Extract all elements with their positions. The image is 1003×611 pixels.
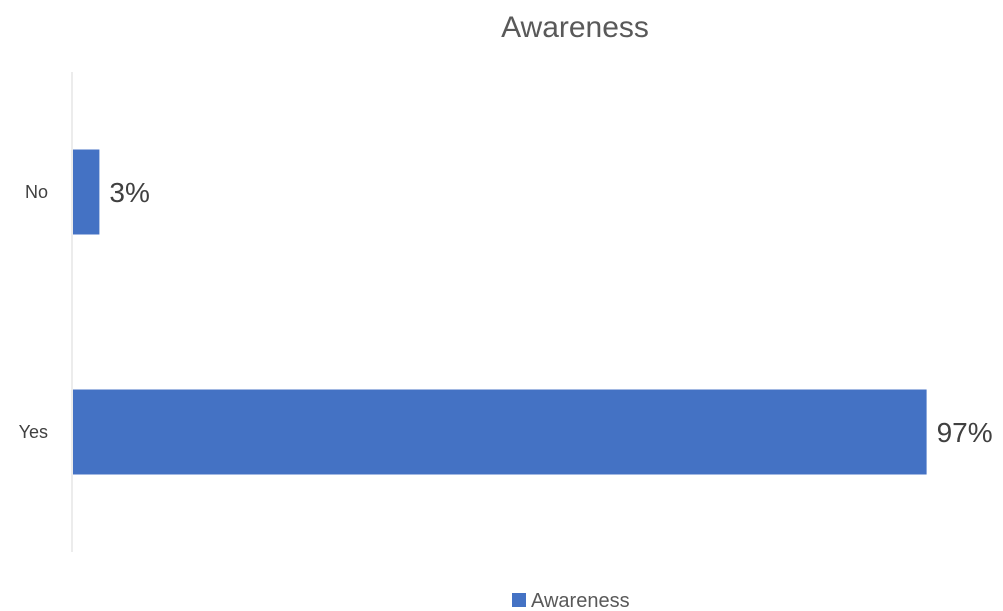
legend-swatch bbox=[512, 593, 526, 607]
chart-title: Awareness bbox=[501, 11, 649, 44]
data-label-yes: 97% bbox=[937, 417, 993, 448]
bar-no bbox=[73, 149, 100, 235]
labels-layer: No 3% Yes 97% bbox=[19, 177, 993, 448]
bar-yes bbox=[73, 389, 927, 475]
bars-layer bbox=[73, 149, 927, 475]
category-label-yes: Yes bbox=[19, 422, 48, 442]
category-label-no: No bbox=[25, 182, 48, 202]
legend-label: Awareness bbox=[531, 590, 630, 611]
data-label-no: 3% bbox=[109, 177, 149, 208]
legend: Awareness bbox=[512, 590, 630, 611]
